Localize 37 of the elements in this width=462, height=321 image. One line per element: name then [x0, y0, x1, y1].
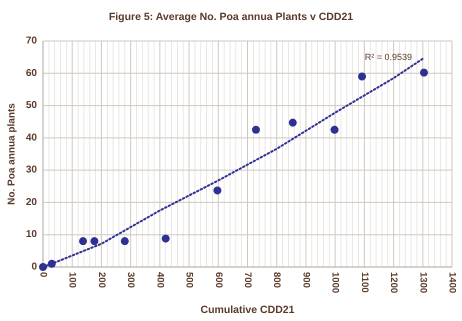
chart-title: Figure 5: Average No. Poa annua Plants v CDD21 [108, 11, 354, 23]
y-tick-label: 20 [26, 196, 38, 208]
x-tick-label: 0 [38, 272, 48, 278]
point [288, 118, 297, 127]
point [358, 72, 366, 81]
y-tick-label: 60 [26, 68, 38, 79]
x-tick-label: 1300 [417, 272, 428, 294]
x-tick-label: 500 [184, 272, 195, 288]
annotation: R² = 0.9539 [364, 52, 412, 62]
y-axis-title: No. Poa annua plants [6, 102, 18, 205]
x-tick-label: 600 [212, 272, 224, 288]
x-tick-label: 1000 [330, 272, 341, 294]
y-tick-label: 40 [26, 132, 38, 144]
x-tick-label: 400 [154, 272, 166, 288]
x-tick-label: 200 [96, 272, 107, 288]
point [330, 126, 339, 134]
y-tick-label: 30 [26, 164, 38, 176]
x-tick-label: 1200 [388, 272, 400, 294]
y-tick-label: 70 [26, 36, 38, 46]
x-tick-label: 900 [300, 272, 312, 288]
point [162, 234, 170, 243]
point [213, 186, 222, 194]
y-tick-label: 10 [26, 229, 38, 240]
y-tick-label: 50 [26, 100, 38, 112]
x-tick-label: 700 [242, 272, 253, 288]
point [90, 237, 98, 246]
point [79, 237, 88, 246]
point [252, 126, 260, 134]
x-tick-label: 300 [125, 272, 136, 288]
x-axis-title: Cumulative CDD21 [200, 304, 295, 316]
x-tick-label: 1100 [358, 272, 370, 293]
x-tick-label: 100 [66, 272, 78, 288]
x-tick-label: 800 [271, 272, 282, 288]
point [120, 237, 129, 246]
x-tick-label: 1400 [446, 272, 458, 294]
point [420, 68, 428, 77]
y-tick-label: 0 [31, 262, 38, 272]
